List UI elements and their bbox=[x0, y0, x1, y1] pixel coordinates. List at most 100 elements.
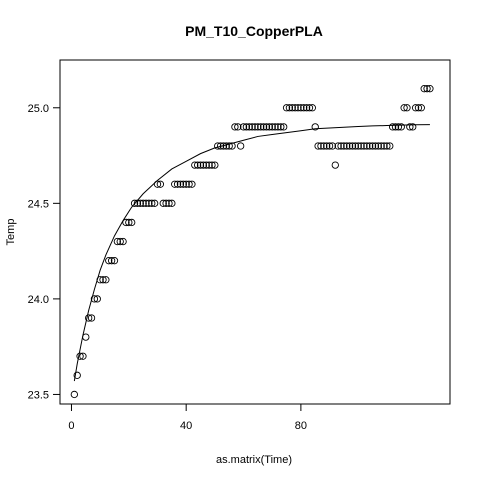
data-point bbox=[130, 199, 139, 207]
data-point bbox=[231, 123, 239, 131]
data-point bbox=[271, 123, 279, 131]
data-point bbox=[165, 199, 173, 207]
data-point bbox=[199, 161, 208, 169]
data-point bbox=[185, 180, 193, 188]
x-tick-label: 0 bbox=[68, 420, 74, 432]
y-axis-label: Temp bbox=[5, 219, 17, 246]
data-point bbox=[102, 276, 110, 284]
data-point bbox=[411, 104, 420, 112]
data-point bbox=[374, 142, 382, 150]
data-point bbox=[113, 237, 122, 246]
data-point bbox=[159, 199, 167, 207]
data-point bbox=[388, 123, 397, 131]
data-point bbox=[394, 123, 403, 131]
data-point bbox=[268, 123, 276, 131]
data-point bbox=[291, 104, 299, 112]
data-point bbox=[142, 199, 150, 207]
y-tick-label: 24.5 bbox=[28, 198, 49, 210]
data-point bbox=[237, 142, 245, 150]
data-point bbox=[368, 142, 377, 150]
data-point bbox=[153, 180, 162, 188]
data-point bbox=[383, 142, 391, 150]
data-point bbox=[139, 199, 147, 207]
data-point bbox=[168, 199, 176, 207]
data-point bbox=[323, 142, 331, 150]
y-axis-ticks: 23.5 24.0 24.5 25.0 bbox=[28, 103, 60, 401]
data-point bbox=[259, 123, 268, 131]
data-point bbox=[265, 123, 273, 131]
data-point bbox=[308, 104, 316, 112]
data-point bbox=[277, 123, 285, 131]
data-point bbox=[262, 123, 271, 131]
data-point bbox=[254, 123, 262, 131]
data-point bbox=[257, 123, 265, 131]
data-point bbox=[208, 161, 216, 169]
data-point bbox=[363, 142, 371, 150]
data-point bbox=[216, 142, 225, 150]
data-point bbox=[300, 104, 308, 112]
chart-title: PM_T10_CopperPLA bbox=[185, 23, 323, 39]
data-point bbox=[406, 123, 414, 131]
data-point bbox=[234, 123, 242, 131]
data-point bbox=[314, 142, 322, 150]
data-point bbox=[245, 123, 253, 131]
data-point bbox=[128, 218, 136, 227]
data-point bbox=[110, 257, 119, 265]
data-point bbox=[116, 237, 124, 246]
data-point bbox=[248, 123, 256, 131]
data-point bbox=[196, 161, 205, 169]
data-point bbox=[156, 180, 165, 188]
data-point bbox=[225, 142, 233, 150]
x-axis-label: as.matrix(Time) bbox=[216, 454, 292, 466]
data-point bbox=[76, 352, 84, 360]
data-point bbox=[297, 104, 305, 112]
data-point bbox=[228, 142, 236, 150]
data-point bbox=[391, 123, 400, 131]
data-point bbox=[403, 104, 411, 112]
x-tick-label: 40 bbox=[180, 420, 192, 432]
data-point bbox=[73, 371, 81, 379]
y-tick-label: 23.5 bbox=[28, 389, 49, 401]
data-point bbox=[162, 199, 170, 207]
data-point bbox=[148, 199, 156, 207]
data-point bbox=[343, 142, 351, 150]
data-point bbox=[328, 142, 337, 150]
x-axis-ticks: 0 40 80 bbox=[68, 404, 307, 432]
data-point bbox=[85, 314, 93, 322]
data-point bbox=[205, 161, 213, 169]
data-point bbox=[423, 85, 431, 93]
data-point bbox=[354, 142, 362, 150]
data-point bbox=[191, 161, 199, 169]
data-point bbox=[133, 199, 142, 207]
data-point bbox=[351, 142, 360, 150]
data-point bbox=[305, 104, 314, 112]
data-point bbox=[222, 142, 230, 150]
data-point bbox=[417, 104, 425, 112]
data-point bbox=[274, 123, 282, 131]
data-point bbox=[366, 142, 374, 150]
data-point bbox=[145, 199, 153, 207]
data-points bbox=[70, 85, 434, 399]
data-point bbox=[99, 276, 107, 284]
data-point bbox=[119, 237, 127, 246]
data-point bbox=[188, 180, 196, 188]
data-point bbox=[107, 257, 116, 265]
y-tick-label: 25.0 bbox=[28, 103, 49, 115]
data-point bbox=[348, 142, 357, 150]
data-point bbox=[380, 142, 388, 150]
data-point bbox=[345, 142, 354, 150]
data-point bbox=[125, 218, 133, 227]
data-point bbox=[285, 104, 294, 112]
data-point bbox=[331, 161, 339, 169]
data-point bbox=[251, 123, 259, 131]
data-point bbox=[317, 142, 325, 150]
data-point bbox=[420, 85, 428, 93]
data-point bbox=[302, 104, 311, 112]
data-point bbox=[90, 295, 99, 303]
data-point bbox=[311, 123, 319, 131]
data-point bbox=[325, 142, 334, 150]
data-point bbox=[426, 85, 434, 93]
data-point bbox=[82, 333, 90, 341]
data-point bbox=[150, 199, 159, 207]
